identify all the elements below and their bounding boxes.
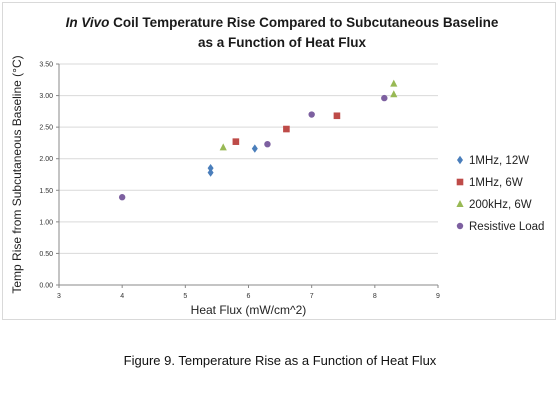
scatter-chart: In Vivo Coil Temperature Rise Compared t… xyxy=(10,15,544,317)
data-point xyxy=(264,140,271,148)
axes xyxy=(56,63,439,288)
legend-marker xyxy=(456,200,464,207)
data-point xyxy=(207,168,214,177)
chart-frame: In Vivo Coil Temperature Rise Compared t… xyxy=(2,2,556,320)
chart-title-italic: In Vivo xyxy=(66,15,110,30)
data-point xyxy=(219,143,227,151)
y-tick-label: 0.50 xyxy=(39,251,53,258)
tick-labels: 0.00 0.50 1.00 1.50 2.00 2.50 3.00 3.50 3 4 5 6 7 8 9 xyxy=(39,62,440,301)
gridlines xyxy=(59,63,438,254)
data-point xyxy=(308,111,315,118)
x-tick-label: 4 xyxy=(120,293,124,300)
data-point xyxy=(251,144,258,153)
data-point xyxy=(232,138,240,145)
y-tick-label: 3.50 xyxy=(39,62,53,69)
x-axis-title: Heat Flux (mW/cm^2) xyxy=(191,303,307,317)
data-point xyxy=(390,79,398,87)
chart-title-line-1: In Vivo Coil Temperature Rise Compared t… xyxy=(66,15,499,30)
data-point xyxy=(207,163,214,173)
legend-marker xyxy=(456,222,464,230)
y-tick-label: 2.50 xyxy=(39,125,53,132)
legend-marker xyxy=(456,178,464,186)
data-points xyxy=(118,79,398,201)
y-axis-title: Temp Rise from Subcutaneous Baseline (°C… xyxy=(10,55,24,293)
x-tick-label: 3 xyxy=(57,293,61,300)
x-tick-label: 6 xyxy=(247,293,251,300)
legend-marker xyxy=(457,155,463,165)
chart-title-line-2: as a Function of Heat Flux xyxy=(198,35,367,50)
data-point xyxy=(283,125,290,133)
y-tick-label: 1.00 xyxy=(39,219,53,226)
x-tick-label: 8 xyxy=(373,293,377,300)
y-tick-label: 3.00 xyxy=(39,93,53,100)
data-point xyxy=(333,112,341,120)
data-point xyxy=(390,90,398,98)
chart-title-rest: Coil Temperature Rise Compared to Subcut… xyxy=(109,15,499,30)
x-tick-label: 9 xyxy=(436,293,440,300)
legend-label: Resistive Load xyxy=(469,221,544,233)
y-tick-label: 0.00 xyxy=(39,283,53,290)
y-tick-label: 1.50 xyxy=(39,188,53,195)
legend: 1MHz, 12W 1MHz, 6W 200kHz, 6W Resistive Loa… xyxy=(456,155,544,233)
figure-caption: Figure 9. Temperature Rise as a Function… xyxy=(123,353,437,368)
data-point xyxy=(118,194,126,201)
legend-label: 1MHz, 12W xyxy=(469,155,529,167)
data-point xyxy=(381,94,388,102)
x-tick-label: 7 xyxy=(310,293,314,300)
legend-label: 200kHz, 6W xyxy=(469,199,532,211)
y-tick-label: 2.00 xyxy=(39,156,53,163)
x-tick-label: 5 xyxy=(183,293,187,300)
legend-label: 1MHz, 6W xyxy=(469,177,523,189)
